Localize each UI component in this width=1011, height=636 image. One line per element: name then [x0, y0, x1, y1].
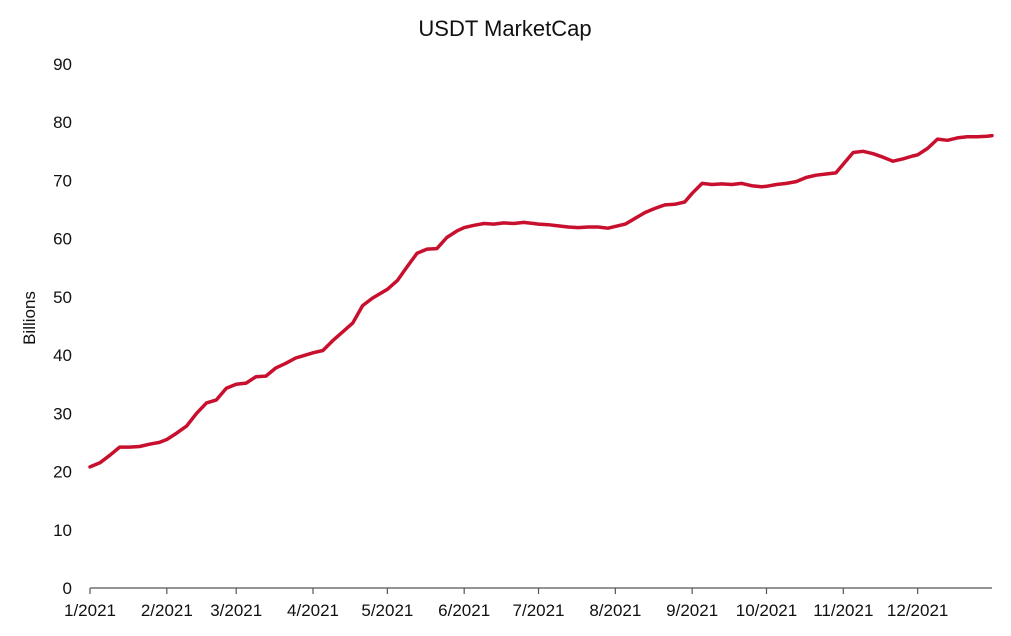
x-axis: 1/2021 2/2021 3/2021 4/2021 5/2021 6/2021 7/20… — [64, 588, 948, 620]
series-line-usdt-marketcap — [88, 133, 994, 469]
x-tick-label: 10/2021 — [736, 601, 797, 620]
x-tick-label: 4/2021 — [287, 601, 339, 620]
y-tick-label: 0 — [63, 579, 72, 598]
y-tick-label: 50 — [53, 288, 72, 307]
y-tick-label: 60 — [53, 230, 72, 249]
x-tick-label: 5/2021 — [361, 601, 413, 620]
y-tick-label: 20 — [53, 463, 72, 482]
chart-title: USDT MarketCap — [418, 16, 591, 41]
x-tick-label: 2/2021 — [141, 601, 193, 620]
y-tick-label: 30 — [53, 404, 72, 423]
y-tick-label: 10 — [53, 521, 72, 540]
y-tick-label: 40 — [53, 346, 72, 365]
y-axis: 0 10 20 30 40 50 60 70 80 90 — [53, 55, 72, 598]
x-tick-label: 6/2021 — [438, 601, 490, 620]
y-tick-label: 80 — [53, 113, 72, 132]
x-tick-label: 1/2021 — [64, 601, 116, 620]
x-tick-label: 9/2021 — [666, 601, 718, 620]
x-tick-label: 7/2021 — [513, 601, 565, 620]
x-tick-label: 8/2021 — [589, 601, 641, 620]
y-tick-label: 70 — [53, 171, 72, 190]
x-tick-label: 3/2021 — [210, 601, 262, 620]
x-tick-label: 12/2021 — [887, 601, 948, 620]
y-axis-label: Billions — [20, 291, 39, 345]
y-tick-label: 90 — [53, 55, 72, 74]
x-tick-label: 11/2021 — [813, 601, 873, 620]
